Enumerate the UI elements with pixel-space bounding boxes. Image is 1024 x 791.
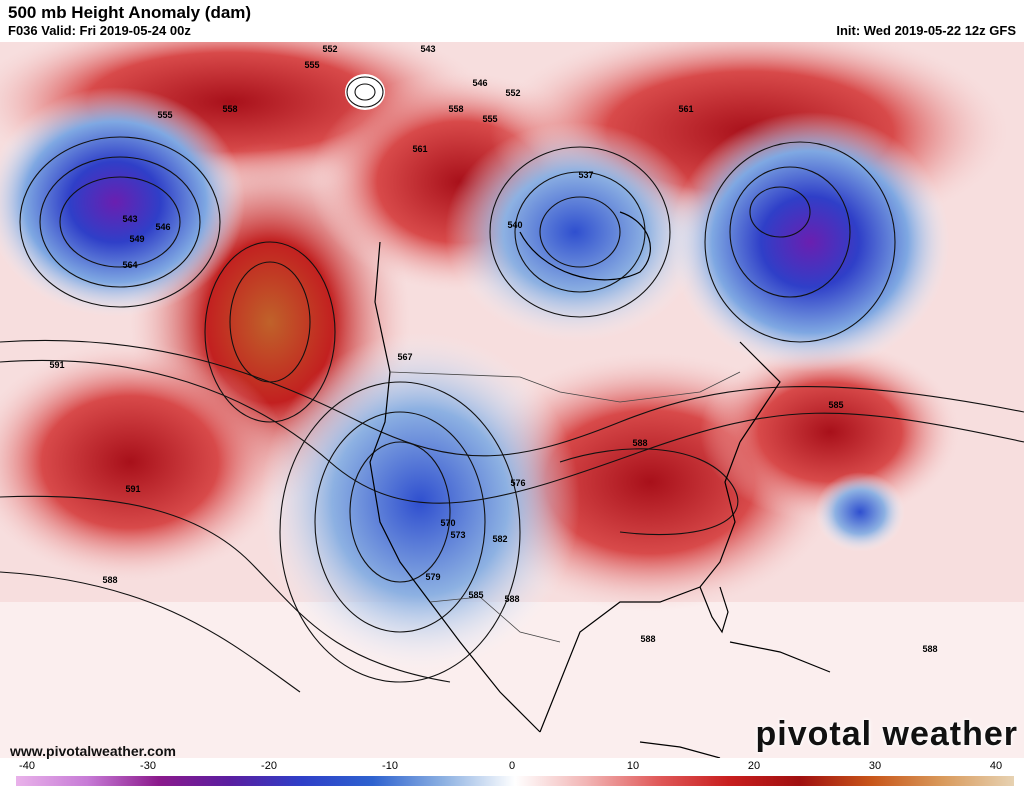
svg-text:567: 567 [397,352,412,362]
svg-text:540: 540 [507,220,522,230]
colorbar-tick: -40 [19,760,35,772]
svg-text:588: 588 [632,438,647,448]
valid-time: F036 Valid: Fri 2019-05-24 00z [8,23,191,38]
svg-text:537: 537 [578,170,593,180]
anomaly-map: 552 555 543 546 552 555 558 561 537 540 … [0,42,1024,758]
colorbar [16,776,1014,786]
colorbar-ticks: -40 -30 -20 -10 0 10 20 30 40 [0,760,1024,774]
init-time: Init: Wed 2019-05-22 12z GFS [836,23,1016,38]
header: 500 mb Height Anomaly (dam) F036 Valid: … [0,0,1024,42]
east-coast [739,341,781,443]
svg-text:588: 588 [504,594,519,604]
cuba [729,641,831,673]
svg-text:588: 588 [922,644,937,654]
low-north-atlantic [670,112,950,372]
svg-text:558: 558 [448,104,463,114]
low-pacific [0,87,245,317]
colorbar-tick: 0 [508,760,516,772]
brand-logo: pivotal weather [755,715,1018,753]
low-nw-canada [345,74,385,110]
svg-text:585: 585 [828,400,843,410]
low-atlantic-small [815,472,905,552]
west-coast [369,241,541,733]
svg-text:564: 564 [122,260,137,270]
ridge-central-pacific [0,342,290,582]
gulf-coast [539,441,741,733]
colorbar-tick: -10 [382,760,398,772]
us-canada-border [389,371,741,403]
svg-text:585: 585 [468,590,483,600]
colorbar-tick: 40 [989,760,1003,772]
svg-text:573: 573 [450,530,465,540]
us-mexico-border [429,596,561,643]
svg-text:591: 591 [125,484,140,494]
hudson-bay [519,211,651,281]
svg-text:558: 558 [222,104,237,114]
svg-text:576: 576 [510,478,525,488]
svg-text:555: 555 [304,60,319,70]
map-title: 500 mb Height Anomaly (dam) [8,3,252,22]
svg-text:546: 546 [472,78,487,88]
svg-text:591: 591 [49,360,64,370]
svg-text:579: 579 [425,572,440,582]
website-url[interactable]: www.pivotalweather.com [10,743,176,759]
svg-text:552: 552 [505,88,520,98]
colorbar-tick: 30 [868,760,882,772]
florida [699,586,729,634]
svg-text:582: 582 [492,534,507,544]
svg-text:555: 555 [482,114,497,124]
svg-text:543: 543 [122,214,137,224]
svg-text:552: 552 [322,44,337,54]
svg-text:561: 561 [678,104,693,114]
colorbar-tick: -20 [261,760,277,772]
svg-text:543: 543 [420,44,435,54]
low-hudson-bay [445,122,705,342]
svg-text:588: 588 [640,634,655,644]
svg-text:549: 549 [129,234,144,244]
svg-text:546: 546 [155,222,170,232]
svg-text:570: 570 [440,518,455,528]
svg-text:561: 561 [412,144,427,154]
ridge-atlantic [700,342,960,522]
central-america [639,741,721,758]
colorbar-tick: -30 [140,760,156,772]
svg-text:588: 588 [102,575,117,585]
colorbar-tick: 20 [747,760,761,772]
colorbar-tick: 10 [626,760,640,772]
svg-text:555: 555 [157,110,172,120]
